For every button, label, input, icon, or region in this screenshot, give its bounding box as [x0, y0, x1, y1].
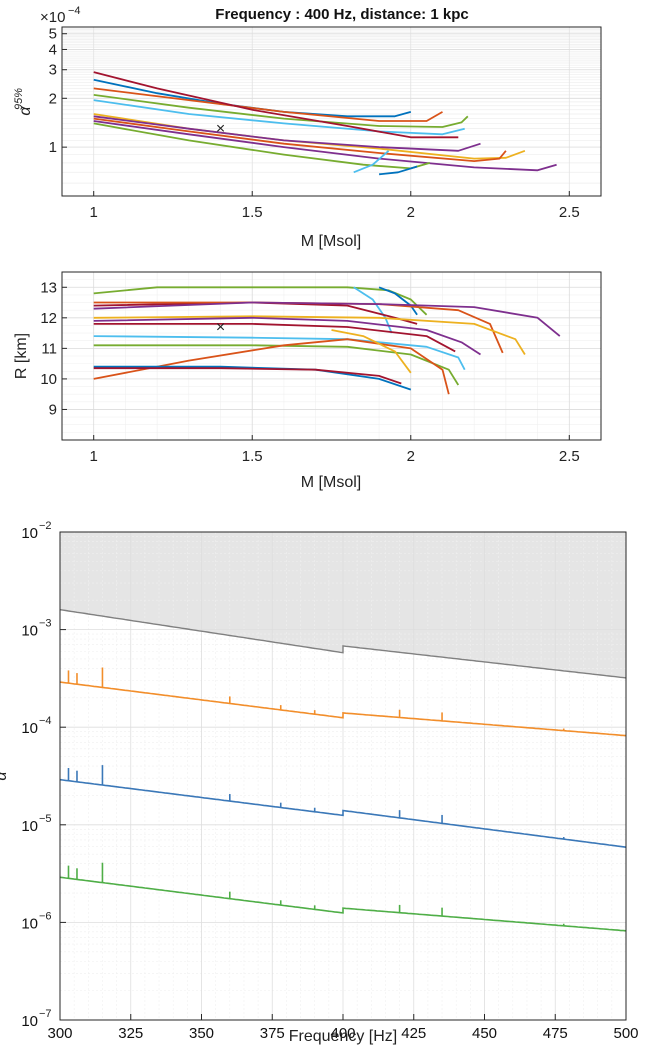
chart-title: Frequency : 400 Hz, distance: 1 kpc: [215, 6, 468, 23]
y-tick-exponent: −5: [39, 813, 52, 825]
x-label: M [Msol]: [301, 474, 361, 491]
x-label: Frequency [Hz]: [289, 1028, 397, 1045]
y-label: α: [0, 771, 10, 781]
x-tick-label: 450: [472, 1025, 497, 1042]
series-line: [353, 150, 390, 174]
ticks: 1 1.5 2 2.5 1 2 3 45: [49, 26, 580, 221]
x-tick-label: 475: [543, 1025, 568, 1042]
y-tick-label: 12: [40, 310, 57, 327]
y-tick-label: 13: [40, 279, 57, 296]
y-tick-label: 1: [49, 139, 57, 156]
series-group: ×: [93, 71, 557, 176]
series-line: [93, 115, 481, 152]
x-tick-label: 350: [189, 1025, 214, 1042]
y-tick-label: 10: [21, 818, 38, 835]
y-label-text: α: [17, 106, 34, 116]
x-tick-label: 325: [118, 1025, 143, 1042]
series-line: [59, 778, 627, 848]
y-multiplier-text: ×10: [40, 9, 65, 26]
series-line: [93, 338, 450, 395]
y-tick-exponent: −2: [39, 520, 52, 532]
x-tick-label: 425: [401, 1025, 426, 1042]
series-line: [93, 315, 526, 355]
grid: [62, 26, 601, 197]
y-label: R [km]: [13, 333, 30, 379]
series-line: [378, 286, 418, 316]
series-line: [93, 87, 443, 122]
series-line: [93, 344, 460, 386]
x-tick-label: 1: [90, 448, 98, 465]
x-tick-label: 1: [90, 204, 98, 221]
series-line: [93, 367, 402, 385]
x-tick-label: 300: [47, 1025, 72, 1042]
series-group: [59, 609, 627, 932]
y-tick-label: 3: [49, 62, 57, 79]
x-tick-label: 1.5: [242, 448, 263, 465]
y-tick-label: 10: [21, 915, 38, 932]
series-line: [93, 316, 481, 356]
x-tick-label: 375: [260, 1025, 285, 1042]
series-line: [93, 99, 465, 136]
x-tick-label: 2: [407, 204, 415, 221]
y-multiplier: ×10 −4: [40, 5, 81, 26]
ticks: 1 1.5 2 2.5 9 10 11 12 13: [40, 279, 579, 465]
series-line: [93, 122, 431, 170]
series-line: [379, 165, 418, 176]
series-line: [93, 117, 507, 162]
marker-x: ×: [216, 121, 225, 138]
y-tick-label: 10: [21, 525, 38, 542]
marker-x: ×: [216, 319, 225, 336]
series-line: [93, 335, 466, 371]
series-line: [93, 301, 561, 337]
plot-frame: [61, 26, 602, 197]
y-label: α 95%: [13, 88, 34, 116]
grid: [59, 531, 627, 1021]
x-tick-label: 2: [407, 448, 415, 465]
x-tick-label: 500: [613, 1025, 638, 1042]
y-tick-label: 5: [49, 26, 57, 43]
x-label: M [Msol]: [301, 233, 361, 250]
series-line: [93, 323, 456, 353]
panel-alpha-vs-mass: Frequency : 400 Hz, distance: 1 kpc ×10 …: [13, 5, 602, 250]
y-tick-exponent: −3: [39, 618, 52, 630]
series-line: [93, 286, 428, 316]
y-tick-exponent: −6: [39, 910, 52, 922]
panel-radius-vs-mass: × 1 1.5 2 2.5 9 10 11 12 13 R [km] M [Msol]: [13, 271, 602, 491]
y-tick-label: 10: [40, 371, 57, 388]
y-tick-label: 10: [21, 720, 38, 737]
y-tick-label: 10: [21, 1013, 38, 1030]
x-tick-label: 400: [330, 1025, 355, 1042]
series-line: [93, 71, 459, 139]
y-tick-exponent: −7: [39, 1008, 52, 1020]
y-multiplier-exponent: −4: [68, 5, 81, 17]
x-tick-label: 1.5: [242, 204, 263, 221]
series-line: [59, 609, 627, 679]
x-tick-label: 2.5: [559, 448, 580, 465]
y-tick-label: 9: [49, 401, 57, 418]
series-line: [59, 876, 627, 932]
y-tick-label: 10: [21, 623, 38, 640]
x-tick-label: 2.5: [559, 204, 580, 221]
series-line: [93, 94, 469, 128]
series-line: [59, 681, 627, 737]
grid: [61, 271, 601, 441]
y-tick-label: 11: [41, 340, 57, 357]
series-line: [93, 301, 504, 354]
y-tick-label: 4: [49, 41, 57, 58]
series-group: ×: [93, 286, 561, 395]
y-tick-label: 2: [49, 90, 57, 107]
series-line: [331, 329, 412, 374]
plot-frame: [61, 271, 602, 441]
y-tick-exponent: −4: [39, 715, 52, 727]
y-label-superscript: 95%: [13, 88, 25, 110]
